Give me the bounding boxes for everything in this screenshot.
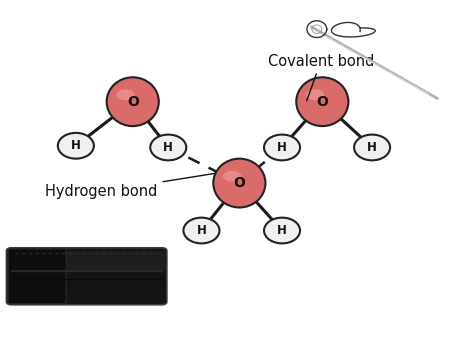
FancyBboxPatch shape [7, 248, 167, 305]
Ellipse shape [264, 135, 300, 160]
Text: H: H [197, 224, 206, 237]
Ellipse shape [354, 135, 390, 160]
Ellipse shape [213, 159, 265, 207]
Ellipse shape [223, 171, 241, 182]
Text: O: O [127, 95, 139, 109]
Text: H: H [367, 141, 377, 154]
Ellipse shape [58, 133, 94, 159]
Ellipse shape [264, 218, 300, 243]
Text: O: O [233, 176, 246, 190]
Text: H: H [164, 141, 173, 154]
Ellipse shape [183, 218, 219, 243]
Text: H: H [277, 141, 287, 154]
Text: Covalent bond: Covalent bond [268, 54, 374, 101]
Text: Hydrogen bond: Hydrogen bond [45, 173, 215, 199]
Ellipse shape [150, 135, 186, 160]
FancyBboxPatch shape [8, 251, 165, 271]
Text: O: O [316, 95, 328, 109]
Ellipse shape [306, 89, 324, 100]
Text: H: H [71, 139, 81, 152]
FancyBboxPatch shape [8, 249, 66, 304]
Ellipse shape [296, 77, 348, 126]
Text: H: H [277, 224, 287, 237]
Ellipse shape [116, 89, 135, 100]
Ellipse shape [107, 77, 159, 126]
